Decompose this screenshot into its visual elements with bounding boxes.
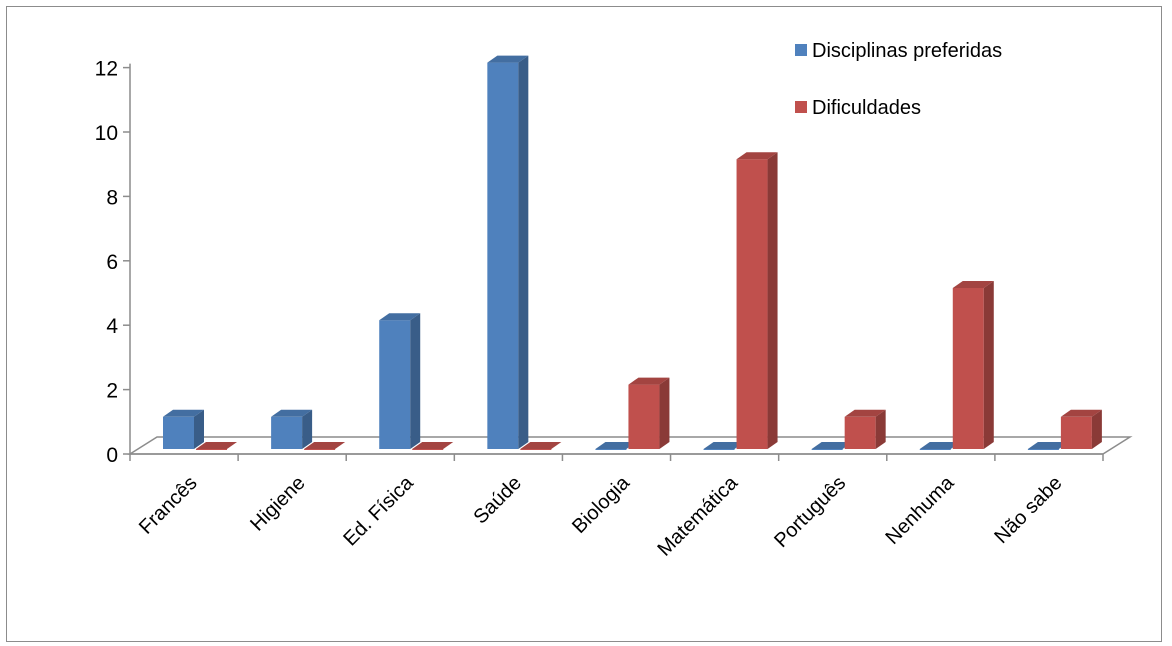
bar-dificuldades — [196, 442, 237, 450]
bar-preferidas — [163, 409, 204, 449]
y-tick-label: 2 — [106, 380, 118, 403]
category-label: Não sabe — [990, 472, 1066, 548]
bar-dificuldades — [736, 152, 778, 449]
category-label: Ed. Física — [339, 471, 418, 550]
y-tick-label: 10 — [95, 122, 118, 145]
category-label: Português — [770, 472, 850, 552]
bar-preferidas — [703, 442, 745, 450]
bar-dificuldades — [628, 377, 670, 449]
bar-dificuldades — [412, 442, 454, 450]
bar-preferidas — [379, 313, 421, 449]
legend-swatch — [795, 44, 807, 56]
y-tick-label: 4 — [106, 315, 118, 338]
bar-preferidas — [811, 442, 853, 450]
bar-dificuldades — [520, 442, 562, 450]
bar-preferidas — [919, 442, 961, 450]
legend-swatch — [795, 101, 807, 113]
legend-label: Dificuldades — [812, 97, 921, 119]
bar-dificuldades — [952, 281, 994, 449]
bar-preferidas — [271, 409, 313, 449]
y-tick-label: 8 — [106, 186, 118, 209]
category-label: Biologia — [568, 471, 634, 537]
bar-dificuldades — [844, 409, 886, 449]
category-label: Matemática — [653, 471, 742, 560]
bar-preferidas — [1027, 442, 1069, 450]
category-label: Saúde — [469, 472, 525, 528]
legend-label: Disciplinas preferidas — [812, 40, 1002, 62]
category-label: Francês — [135, 472, 202, 539]
bar-preferidas — [595, 442, 637, 450]
bar-dificuldades — [1060, 409, 1102, 449]
y-tick-label: 12 — [95, 58, 118, 81]
category-label: Higiene — [246, 472, 310, 536]
y-tick-label: 6 — [106, 251, 118, 274]
bar-preferidas — [487, 55, 529, 449]
y-tick-label: 0 — [106, 444, 118, 467]
category-label: Nenhuma — [881, 471, 958, 548]
bar-dificuldades — [304, 442, 346, 450]
